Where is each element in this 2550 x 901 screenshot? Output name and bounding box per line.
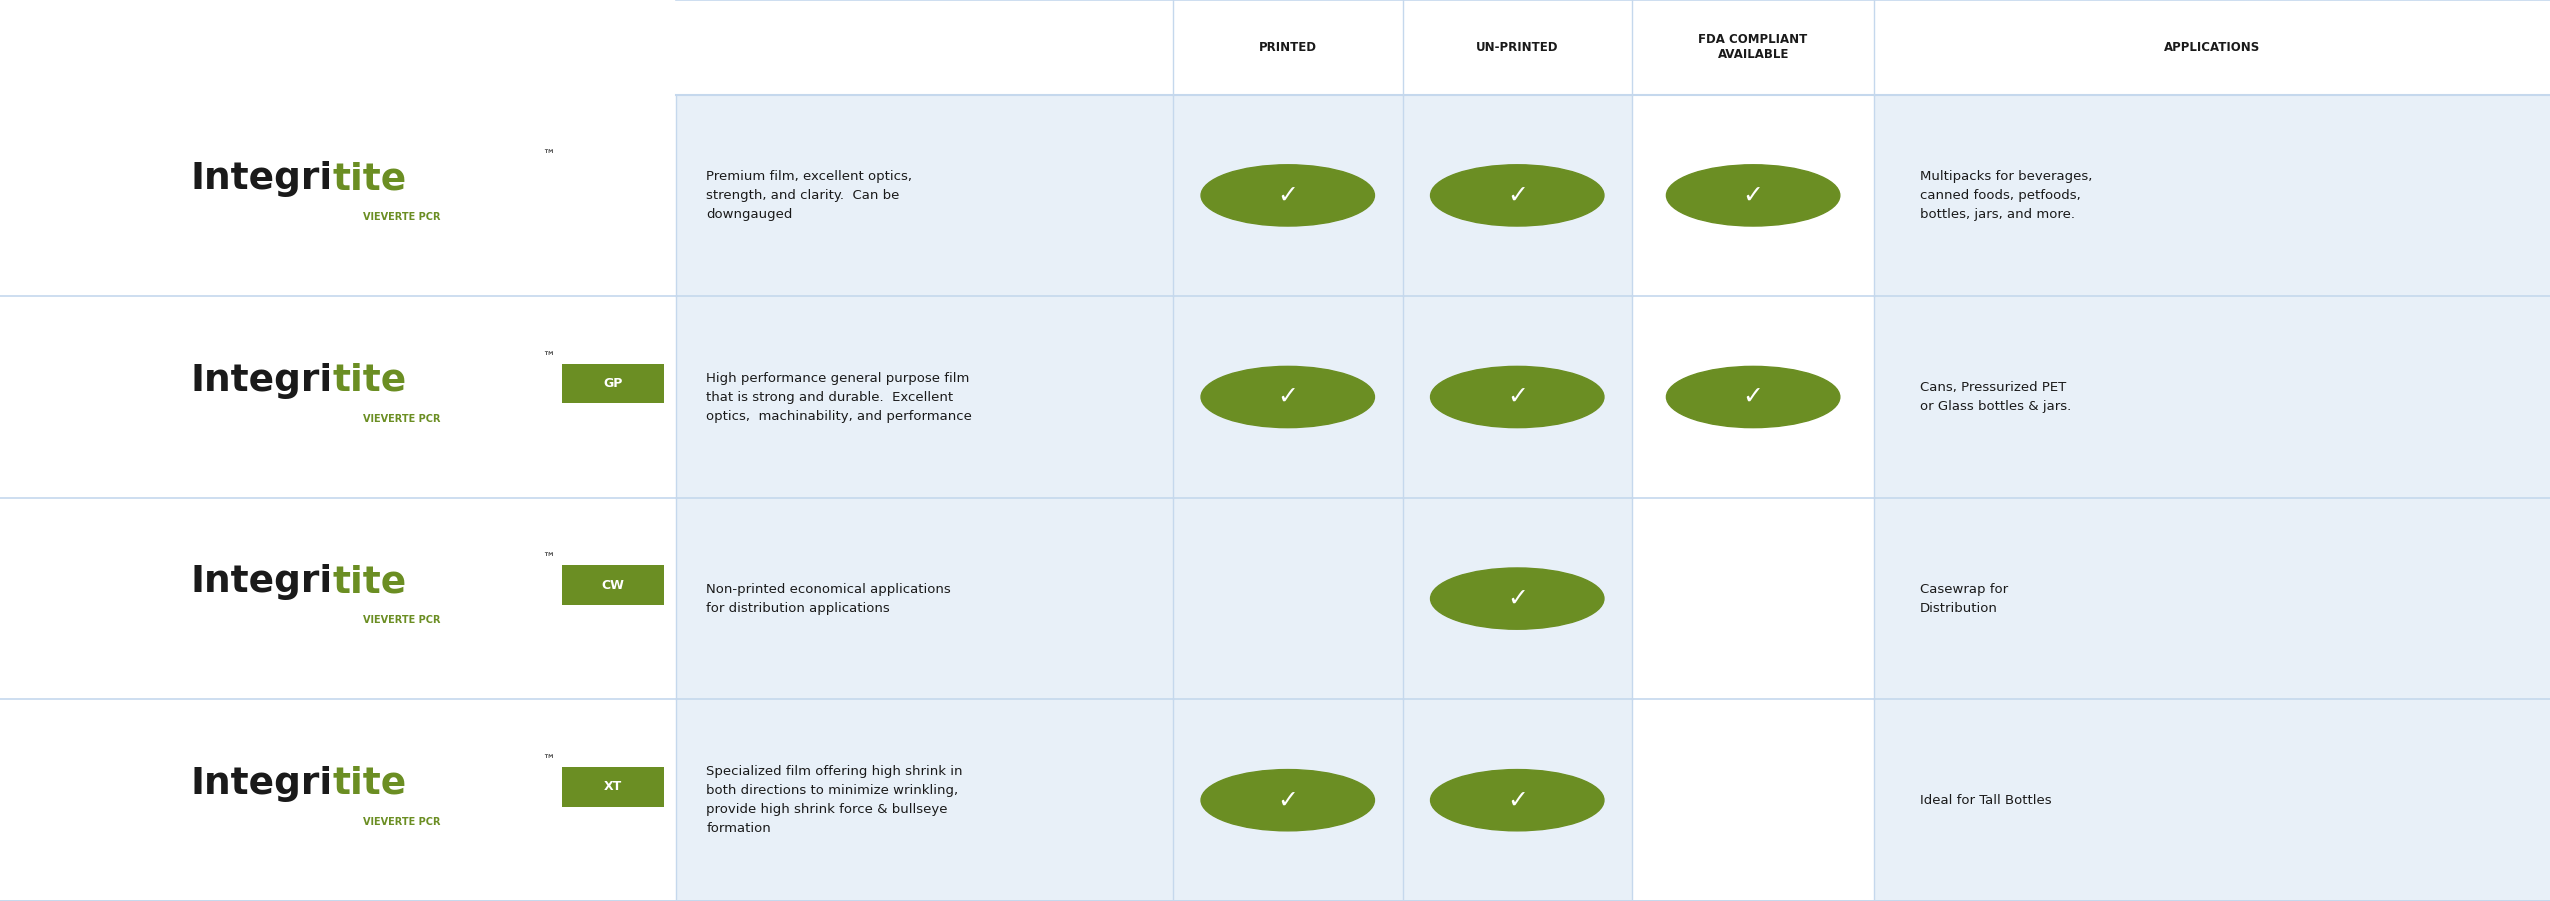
- Circle shape: [1431, 367, 1604, 428]
- Text: VIEVERTE PCR: VIEVERTE PCR: [362, 817, 441, 827]
- Text: Integri: Integri: [191, 161, 332, 197]
- Text: High performance general purpose film
that is strong and durable.  Excellent
opt: High performance general purpose film th…: [706, 371, 972, 423]
- FancyBboxPatch shape: [1874, 699, 2550, 901]
- Text: ✓: ✓: [1742, 184, 1765, 207]
- FancyBboxPatch shape: [0, 95, 676, 296]
- Text: ™: ™: [541, 754, 553, 767]
- Text: Casewrap for
Distribution: Casewrap for Distribution: [1920, 583, 2009, 614]
- FancyBboxPatch shape: [676, 497, 1632, 699]
- FancyBboxPatch shape: [0, 0, 2550, 95]
- FancyBboxPatch shape: [1632, 699, 1874, 901]
- FancyBboxPatch shape: [0, 699, 676, 901]
- Text: ✓: ✓: [1507, 184, 1527, 207]
- Text: Integri: Integri: [191, 363, 332, 399]
- Text: Integri: Integri: [191, 766, 332, 802]
- Text: tite: tite: [332, 564, 408, 600]
- Circle shape: [1668, 367, 1841, 428]
- Circle shape: [1201, 769, 1374, 831]
- FancyBboxPatch shape: [0, 296, 676, 497]
- FancyBboxPatch shape: [676, 95, 1632, 296]
- Circle shape: [1201, 367, 1374, 428]
- Text: ™: ™: [541, 552, 553, 566]
- Circle shape: [1668, 165, 1841, 226]
- FancyBboxPatch shape: [1874, 497, 2550, 699]
- FancyBboxPatch shape: [1632, 95, 1874, 296]
- Text: tite: tite: [332, 161, 408, 197]
- Text: Ideal for Tall Bottles: Ideal for Tall Bottles: [1920, 794, 2053, 806]
- Text: ✓: ✓: [1278, 184, 1298, 207]
- Text: Non-printed economical applications
for distribution applications: Non-printed economical applications for …: [706, 583, 951, 614]
- Text: ✓: ✓: [1278, 385, 1298, 409]
- FancyBboxPatch shape: [1874, 296, 2550, 497]
- FancyBboxPatch shape: [676, 699, 1632, 901]
- Text: APPLICATIONS: APPLICATIONS: [2165, 41, 2259, 54]
- Circle shape: [1431, 568, 1604, 629]
- Text: ✓: ✓: [1278, 788, 1298, 812]
- FancyBboxPatch shape: [1632, 497, 1874, 699]
- Text: Cans, Pressurized PET
or Glass bottles & jars.: Cans, Pressurized PET or Glass bottles &…: [1920, 381, 2071, 413]
- Circle shape: [1431, 165, 1604, 226]
- FancyBboxPatch shape: [1632, 296, 1874, 497]
- Circle shape: [1201, 165, 1374, 226]
- FancyBboxPatch shape: [564, 364, 663, 404]
- Circle shape: [1431, 769, 1604, 831]
- Text: ✓: ✓: [1507, 788, 1527, 812]
- Text: ✓: ✓: [1507, 385, 1527, 409]
- Text: GP: GP: [604, 377, 622, 390]
- FancyBboxPatch shape: [676, 296, 1632, 497]
- FancyBboxPatch shape: [0, 497, 676, 699]
- Text: ™: ™: [541, 150, 553, 162]
- Text: UN-PRINTED: UN-PRINTED: [1476, 41, 1558, 54]
- Text: tite: tite: [332, 363, 408, 399]
- Text: VIEVERTE PCR: VIEVERTE PCR: [362, 615, 441, 625]
- FancyBboxPatch shape: [1874, 95, 2550, 296]
- Text: FDA COMPLIANT
AVAILABLE: FDA COMPLIANT AVAILABLE: [1698, 33, 1808, 61]
- Text: Premium film, excellent optics,
strength, and clarity.  Can be
downgauged: Premium film, excellent optics, strength…: [706, 170, 913, 221]
- Text: Integri: Integri: [191, 564, 332, 600]
- Text: ✓: ✓: [1742, 385, 1765, 409]
- Text: CW: CW: [602, 578, 625, 592]
- FancyBboxPatch shape: [564, 565, 663, 605]
- Text: ™: ™: [541, 350, 553, 364]
- Text: PRINTED: PRINTED: [1260, 41, 1316, 54]
- FancyBboxPatch shape: [564, 767, 663, 806]
- Text: VIEVERTE PCR: VIEVERTE PCR: [362, 212, 441, 222]
- Text: Specialized film offering high shrink in
both directions to minimize wrinkling,
: Specialized film offering high shrink in…: [706, 765, 964, 835]
- Text: XT: XT: [604, 780, 622, 793]
- Text: VIEVERTE PCR: VIEVERTE PCR: [362, 414, 441, 423]
- Text: Multipacks for beverages,
canned foods, petfoods,
bottles, jars, and more.: Multipacks for beverages, canned foods, …: [1920, 170, 2094, 221]
- Text: tite: tite: [332, 766, 408, 802]
- Text: ✓: ✓: [1507, 587, 1527, 611]
